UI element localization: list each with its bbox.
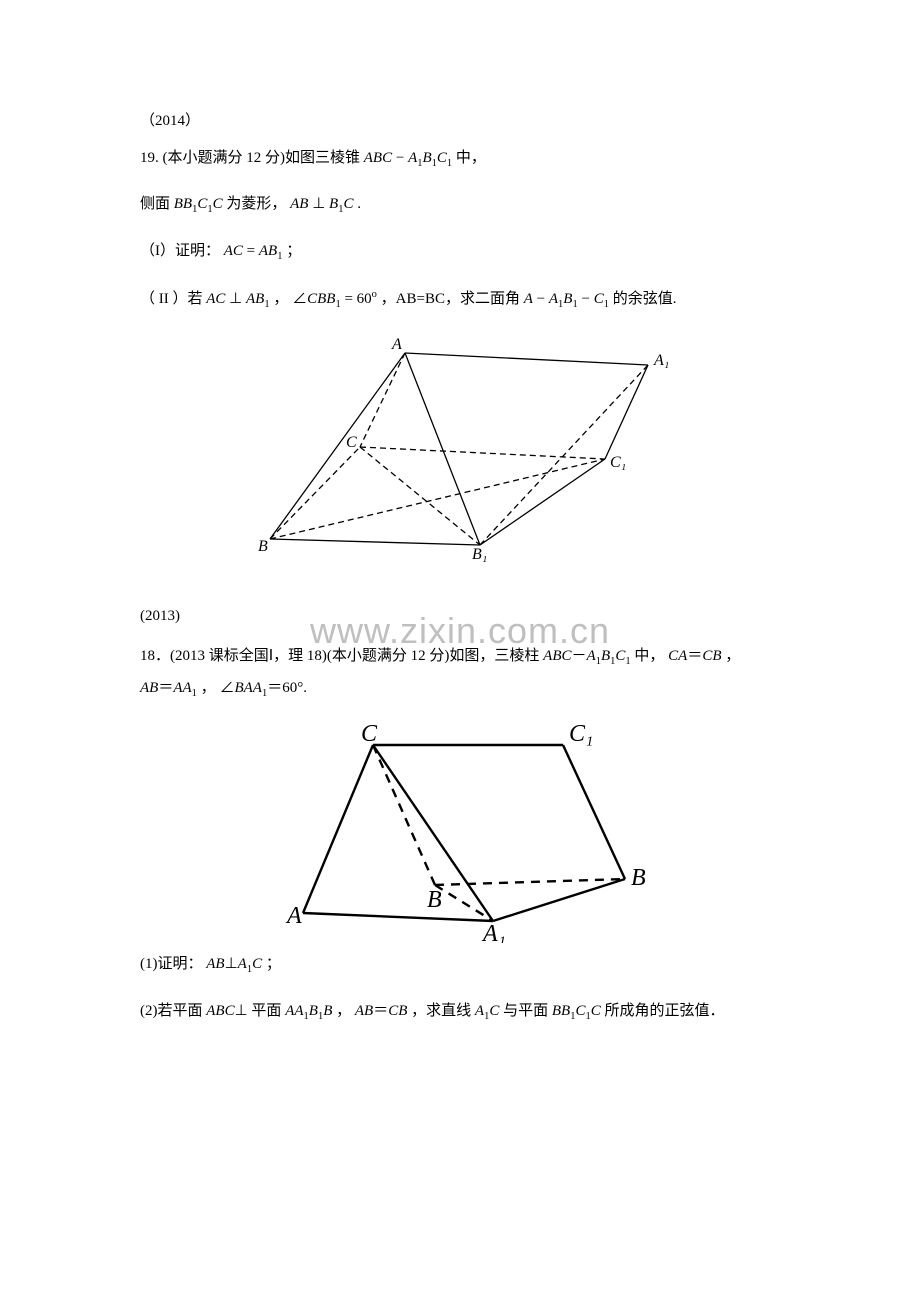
text: 所成角的正弦值． [604,1003,724,1019]
document-page: （2014） 19. (本小题满分 12 分)如图三棱锥 ABC − A1B1C… [0,0,920,1127]
svg-text:C: C [361,723,378,747]
year-2013: (2013) [140,605,790,628]
prism-diagram-2: C C₁ B B₁ A A₁ [285,723,645,943]
text: (2)若平面 [140,1003,206,1019]
math-expr: ABC－A1B1C1 [543,648,630,664]
svg-text:C: C [346,434,357,451]
math-expr: ∠CBB1 = 60o [292,291,377,307]
text: ； [286,243,301,259]
svg-text:B: B [427,887,442,913]
math-expr: AA1B1B [285,1003,332,1019]
math-expr: ABC⊥ [206,1003,247,1019]
math-expr: A − A1B1 − C1 [524,291,609,307]
math-expr: A1C [475,1003,499,1019]
text: 为菱形， [226,196,286,212]
text: . [357,196,361,212]
text: 与平面 [503,1003,552,1019]
text: ，AB=BC，求二面角 [381,291,524,307]
math-expr: AB⊥A1C [206,956,262,972]
math-expr: AC ⊥ AB1 [206,291,269,307]
text: 的余弦值. [613,291,677,307]
svg-text:A: A [285,903,302,929]
text: ， [201,680,216,696]
text: (1)证明： [140,956,203,972]
svg-text:B: B [258,538,268,555]
text: 侧面 [140,196,174,212]
prism-diagram-1: A A₁ C C₁ B B₁ [250,335,680,565]
svg-text:A₁: A₁ [653,352,669,369]
text: 平面 [251,1003,285,1019]
math-expr: ∠BAA1＝60°. [219,680,307,696]
math-expr: BB1C1C [174,196,223,212]
q19-part1: （I）证明： AC = AB1 ； [140,240,790,265]
svg-text:B₁: B₁ [472,546,487,563]
math-expr: BB1C1C [552,1003,601,1019]
text: （I）证明： [140,243,220,259]
q19-stem-line1: 19. (本小题满分 12 分)如图三棱锥 ABC − A1B1C1 中， [140,147,790,172]
svg-text:C₁: C₁ [569,723,593,747]
q19-stem-line2: 侧面 BB1C1C 为菱形， AB ⊥ B1C . [140,193,790,218]
q19-figure: A A₁ C C₁ B B₁ [140,335,790,565]
svg-text:B₁: B₁ [631,865,645,891]
math-expr: CA＝CB [668,648,721,664]
q18-part1: (1)证明： AB⊥A1C ； [140,953,790,978]
math-expr: AB＝AA1 [140,680,197,696]
q18-figure: C C₁ B B₁ A A₁ [140,723,790,943]
svg-text:A₁: A₁ [481,921,506,943]
q18-part2: (2)若平面 ABC⊥ 平面 AA1B1B ， AB＝CB ，求直线 A1C 与… [140,1000,790,1025]
text: 18．(2013 课标全国Ⅰ，理 18)(本小题满分 12 分)如图，三棱柱 [140,648,543,664]
text: 中， [634,648,664,664]
math-expr: AC = AB1 [224,243,283,259]
text: 中， [456,150,486,166]
text: ， [725,648,740,664]
q18-stem-line1: 18．(2013 课标全国Ⅰ，理 18)(本小题满分 12 分)如图，三棱柱 A… [140,641,790,705]
text: ， [336,1003,351,1019]
math-expr: AB＝CB [355,1003,408,1019]
text: （ II ）若 [140,291,206,307]
text: ，求直线 [411,1003,475,1019]
year-2014: （2014） [140,110,790,133]
text: ； [266,956,281,972]
text: ， [273,291,288,307]
math-expr: AB ⊥ B1C [290,196,353,212]
math-expr: ABC − A1B1C1 [364,150,452,166]
text: 19. (本小题满分 12 分)如图三棱锥 [140,150,364,166]
q19-part2: （ II ）若 AC ⊥ AB1 ， ∠CBB1 = 60o ，AB=BC，求二… [140,287,790,313]
svg-text:A: A [391,336,402,353]
svg-text:C₁: C₁ [610,454,626,471]
